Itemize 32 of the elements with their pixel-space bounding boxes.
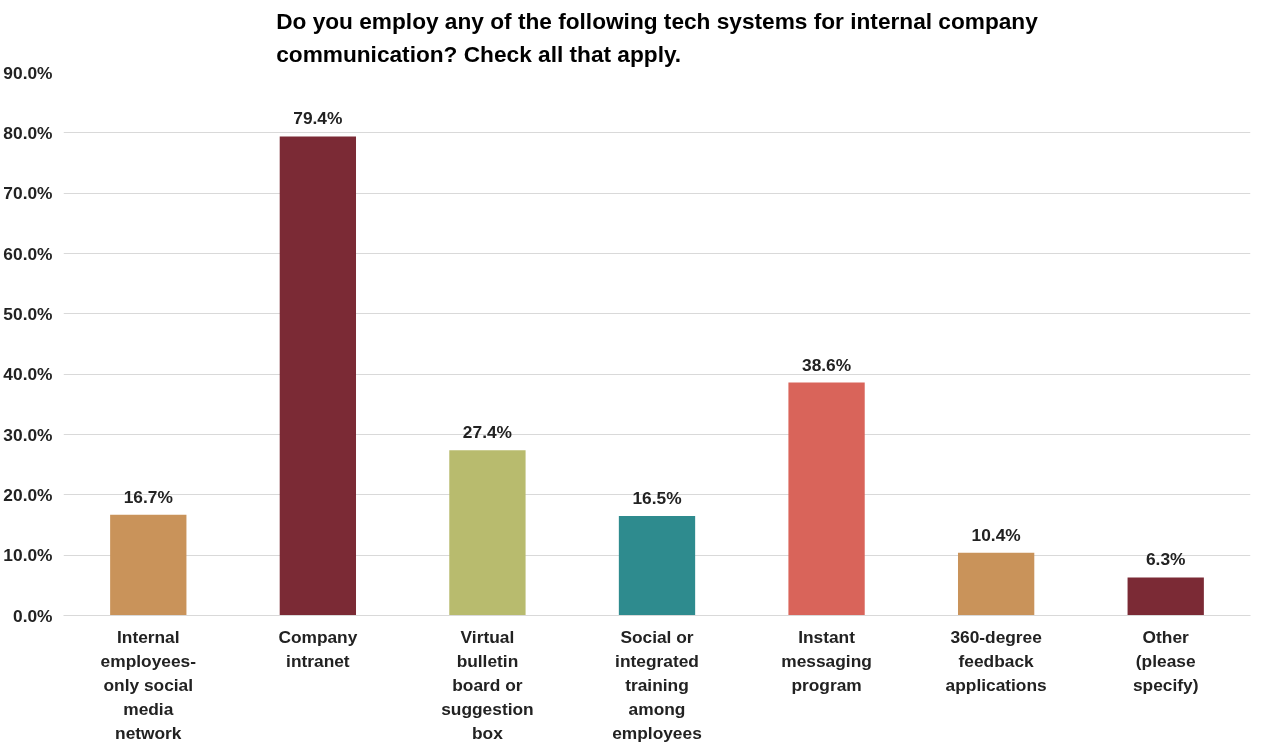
- y-tick-label: 30.0%: [3, 424, 53, 445]
- y-tick-label: 10.0%: [3, 545, 53, 566]
- y-tick-label: 80.0%: [3, 122, 53, 143]
- y-tick-label: 20.0%: [3, 484, 53, 505]
- y-tick-label: 60.0%: [3, 243, 53, 264]
- data-label: 27.4%: [462, 422, 512, 443]
- x-tick-label: Company intranet: [278, 626, 358, 671]
- data-label: 6.3%: [1145, 549, 1186, 570]
- y-tick-label: 70.0%: [3, 183, 53, 204]
- x-tick-label: Social or integrated training among employees: [612, 626, 702, 743]
- data-label: 38.6%: [802, 354, 852, 375]
- y-tick-label: 90.0%: [3, 62, 53, 83]
- data-label: 16.7%: [123, 486, 173, 507]
- bar: [618, 515, 696, 616]
- x-tick-label: Internal employees- only social media network: [100, 626, 197, 743]
- x-tick-label: 360-degree feedback applications: [945, 626, 1047, 695]
- data-label: 79.4%: [293, 108, 343, 129]
- x-tick-label: Instant messaging program: [781, 626, 872, 695]
- bar: [110, 514, 187, 616]
- bar: [957, 552, 1035, 616]
- bar: [788, 382, 865, 616]
- data-label: 10.4%: [971, 524, 1021, 545]
- y-tick-label: 50.0%: [3, 303, 53, 324]
- data-label: 16.5%: [632, 487, 682, 508]
- x-tick-label: Other (please specify): [1132, 626, 1199, 695]
- bar: [449, 450, 526, 616]
- chart-title: Do you employ any of the following tech systems for internal company communication? Check all that apply.: [276, 7, 1039, 68]
- bar: [279, 136, 357, 616]
- y-tick-label: 40.0%: [3, 364, 53, 385]
- y-tick-label: 0.0%: [13, 605, 53, 626]
- bar: [1127, 577, 1204, 616]
- x-tick-label: Virtual bulletin board or suggestion box: [441, 626, 534, 743]
